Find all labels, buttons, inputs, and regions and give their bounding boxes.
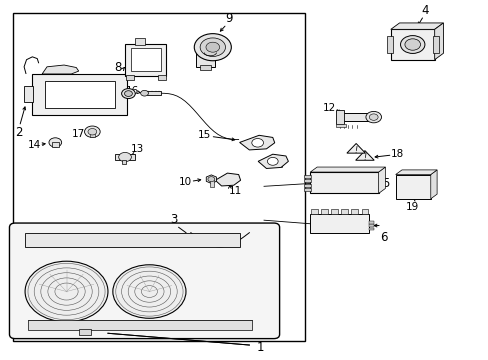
Text: 10: 10 [179, 177, 192, 187]
Bar [335, 124, 345, 127]
FancyBboxPatch shape [9, 223, 279, 339]
Bar [310, 214, 368, 233]
Bar [122, 159, 126, 164]
Circle shape [368, 114, 377, 120]
Text: 7: 7 [278, 158, 285, 171]
Circle shape [205, 42, 219, 52]
Bar [339, 113, 373, 121]
Bar [79, 329, 91, 335]
Bar [25, 233, 239, 247]
Polygon shape [310, 167, 385, 172]
Circle shape [88, 129, 97, 135]
Text: 3: 3 [169, 213, 177, 226]
Circle shape [365, 111, 381, 123]
Bar [330, 209, 337, 214]
Text: 18: 18 [390, 149, 403, 159]
Polygon shape [430, 170, 436, 199]
Text: 13: 13 [131, 144, 144, 154]
Bar [147, 91, 160, 95]
Circle shape [207, 177, 214, 182]
Circle shape [49, 138, 61, 147]
Text: 11: 11 [228, 186, 242, 195]
Bar [210, 180, 214, 187]
Text: 8: 8 [114, 62, 122, 75]
Bar [199, 66, 211, 70]
Bar [335, 110, 343, 124]
Circle shape [119, 152, 131, 162]
Bar [90, 132, 95, 138]
Circle shape [25, 261, 108, 322]
Bar [27, 320, 251, 330]
Bar [310, 209, 317, 214]
Text: 19: 19 [405, 202, 419, 212]
Text: 1: 1 [256, 341, 264, 354]
Bar [368, 225, 373, 227]
Polygon shape [395, 170, 436, 175]
Polygon shape [42, 65, 79, 74]
Circle shape [267, 157, 278, 165]
Bar [115, 154, 135, 160]
Text: 14: 14 [28, 140, 41, 150]
Circle shape [200, 38, 225, 57]
Circle shape [251, 139, 263, 147]
Polygon shape [206, 175, 216, 184]
Bar [304, 184, 311, 187]
Bar [195, 47, 215, 67]
Circle shape [113, 265, 185, 318]
Bar [135, 38, 144, 45]
Text: 2: 2 [16, 126, 23, 139]
Bar [432, 36, 438, 53]
Text: 15: 15 [198, 130, 211, 140]
Bar [320, 209, 327, 214]
Circle shape [141, 90, 148, 96]
Bar [341, 209, 347, 214]
Bar [390, 30, 434, 60]
Bar [304, 179, 311, 183]
Text: !: ! [354, 146, 357, 155]
Polygon shape [434, 23, 443, 60]
Bar [351, 209, 358, 214]
Text: 9: 9 [224, 12, 232, 25]
Text: !: ! [363, 153, 366, 162]
Polygon shape [378, 167, 385, 193]
Circle shape [404, 39, 420, 50]
Text: 5: 5 [381, 177, 388, 190]
Polygon shape [258, 154, 288, 168]
Polygon shape [346, 144, 365, 153]
Circle shape [122, 89, 135, 99]
Bar [310, 172, 378, 193]
Bar [304, 175, 311, 178]
Circle shape [84, 126, 100, 138]
Bar [126, 75, 134, 80]
Bar [52, 143, 59, 147]
Circle shape [194, 33, 231, 61]
Polygon shape [215, 173, 240, 186]
Bar [158, 75, 165, 80]
Bar [32, 74, 127, 115]
Bar [395, 175, 430, 199]
Text: 4: 4 [420, 4, 428, 17]
Text: 16: 16 [125, 86, 139, 96]
Text: 17: 17 [72, 129, 85, 139]
Bar [304, 188, 311, 191]
Bar [125, 44, 166, 76]
Bar [44, 81, 115, 108]
Bar [368, 228, 373, 230]
Bar [13, 13, 305, 342]
Polygon shape [355, 150, 373, 160]
Circle shape [400, 36, 424, 53]
Text: 6: 6 [379, 231, 387, 244]
Polygon shape [390, 23, 443, 30]
Bar [23, 86, 33, 103]
Bar [361, 209, 367, 214]
Circle shape [124, 91, 132, 96]
Bar [131, 48, 160, 71]
Text: 12: 12 [322, 103, 335, 113]
Polygon shape [239, 135, 274, 150]
Bar [368, 221, 373, 224]
Bar [386, 36, 392, 53]
